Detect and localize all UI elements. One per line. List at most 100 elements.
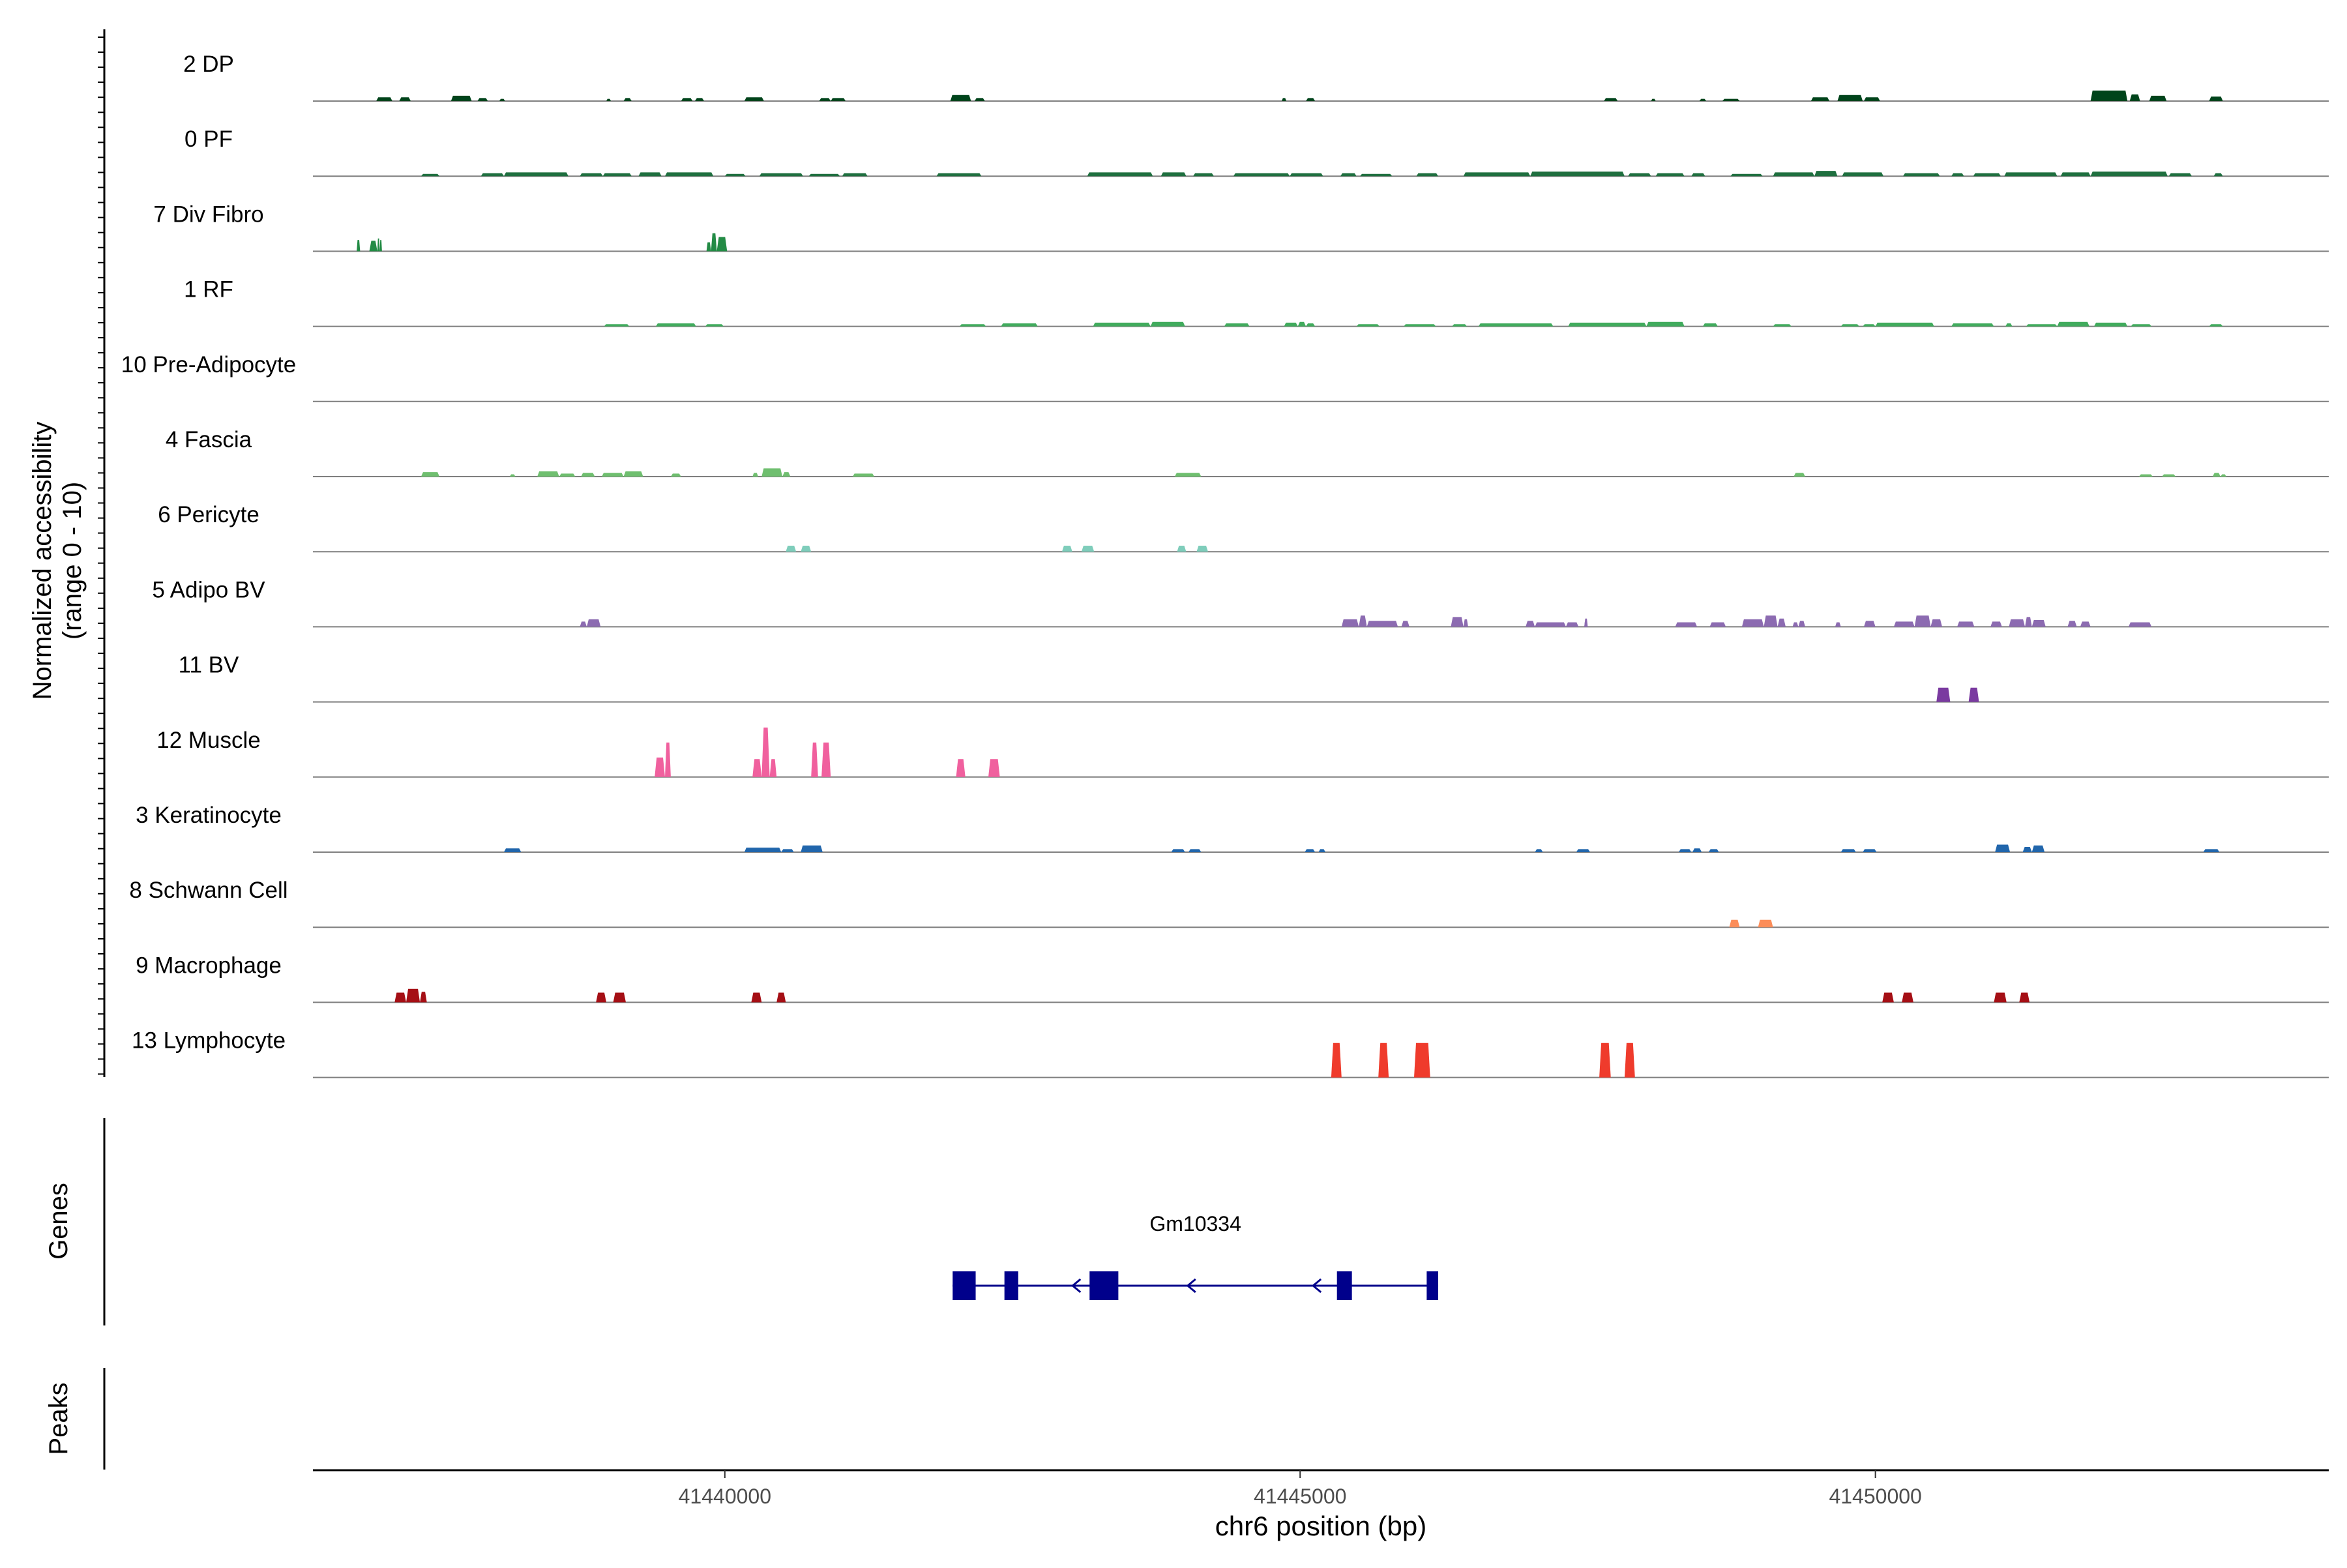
coverage-peak bbox=[1196, 546, 1208, 552]
coverage-peak bbox=[2004, 172, 2058, 177]
coverage-peak bbox=[1188, 849, 1202, 852]
track-label: 6 Pericyte bbox=[158, 502, 259, 527]
coverage-peak bbox=[2057, 321, 2089, 327]
coverage-peak bbox=[2090, 90, 2128, 101]
coverage-peak bbox=[1001, 323, 1038, 327]
tracks-layer: 2 DP 0 PF 7 Div Fibro 1 RF 10 Pre-Adipocyte 4… bbox=[121, 52, 2329, 1078]
track-8-schwann-cell: 8 Schwann Cell bbox=[129, 878, 2329, 928]
coverage-peak bbox=[2019, 992, 2030, 1003]
coverage-peak bbox=[1792, 622, 1799, 627]
gene-exon bbox=[1336, 1271, 1352, 1300]
coverage-peak bbox=[2005, 323, 2013, 327]
coverage-peak bbox=[852, 473, 875, 477]
coverage-peak bbox=[752, 759, 762, 777]
coverage-peak bbox=[1646, 321, 1685, 327]
coverage-peak bbox=[782, 472, 791, 477]
left-axis bbox=[98, 29, 106, 1077]
coverage-peak bbox=[2022, 847, 2032, 852]
coverage-peak bbox=[1957, 621, 1975, 627]
coverage-peak bbox=[751, 992, 762, 1003]
coverage-peak bbox=[1093, 322, 1151, 327]
coverage-peak bbox=[744, 97, 764, 101]
coverage-peak bbox=[1842, 172, 1883, 177]
track-0-pf: 0 PF bbox=[185, 126, 2329, 177]
track-6-pericyte: 6 Pericyte bbox=[158, 502, 2329, 553]
coverage-peak bbox=[1951, 173, 1964, 177]
coverage-peak bbox=[724, 173, 746, 177]
coverage-peak bbox=[1810, 97, 1830, 101]
coverage-peak bbox=[1840, 849, 1856, 852]
coverage-peak bbox=[421, 472, 440, 477]
coverage-peak bbox=[655, 757, 665, 777]
coverage-peak bbox=[1401, 621, 1410, 627]
track-label: 4 Fascia bbox=[166, 427, 252, 452]
track-label: 11 BV bbox=[179, 653, 239, 678]
coverage-peak bbox=[1356, 324, 1380, 327]
coverage-peak bbox=[2067, 621, 2077, 627]
coverage-peak bbox=[1863, 324, 1876, 327]
coverage-peak bbox=[2149, 95, 2167, 101]
coverage-peak bbox=[1729, 919, 1740, 928]
coverage-peak bbox=[1463, 619, 1468, 627]
track-5-adipo-bv: 5 Adipo BV bbox=[152, 577, 2329, 628]
coverage-peak bbox=[1864, 97, 1880, 101]
coverage-peak bbox=[959, 324, 986, 327]
coverage-peak bbox=[950, 95, 971, 101]
x-tick-label: 41445000 bbox=[1254, 1485, 1346, 1508]
strand-arrow bbox=[1070, 1278, 1082, 1294]
coverage-peak bbox=[808, 173, 840, 177]
coverage-peak bbox=[2025, 617, 2032, 627]
coverage-peak bbox=[504, 848, 522, 852]
coverage-peak bbox=[1930, 619, 1942, 627]
coverage-peak bbox=[581, 473, 595, 477]
x-axis: 41440000 41445000 41450000 bbox=[313, 1469, 2329, 1508]
coverage-peak bbox=[2090, 171, 2168, 177]
y-axis-label-line1: Normalized accessibility bbox=[28, 422, 57, 700]
coverage-peak bbox=[1777, 618, 1786, 627]
coverage-peak bbox=[681, 98, 693, 101]
coverage-peak bbox=[623, 98, 632, 101]
coverage-peak bbox=[1160, 172, 1187, 177]
coverage-peak bbox=[1936, 687, 1951, 702]
coverage-peak bbox=[2168, 173, 2192, 177]
coverage-peak bbox=[1061, 546, 1072, 552]
coverage-peak bbox=[1773, 324, 1792, 327]
coverage-peak bbox=[1535, 849, 1543, 852]
peaks-panel-label: Peaks bbox=[44, 1382, 73, 1455]
coverage-peak bbox=[480, 173, 504, 177]
coverage-peak bbox=[1893, 621, 1915, 627]
track-3-keratinocyte: 3 Keratinocyte bbox=[136, 803, 2329, 853]
coverage-peak bbox=[1990, 621, 2002, 627]
coverage-peak bbox=[2128, 622, 2152, 627]
coverage-peak bbox=[1081, 546, 1095, 552]
coverage-peak bbox=[2138, 474, 2153, 477]
coverage-peak bbox=[801, 845, 823, 852]
coverage-peak bbox=[1318, 849, 1326, 852]
track-label: 9 Macrophage bbox=[136, 953, 282, 978]
coverage-peak bbox=[716, 237, 728, 252]
coverage-peak bbox=[2031, 620, 2046, 627]
coverage-peak bbox=[2212, 473, 2221, 477]
coverage-peak bbox=[1452, 324, 1468, 327]
coverage-peak bbox=[1478, 323, 1554, 327]
gene-layer: Gm10334 bbox=[952, 1212, 1439, 1300]
coverage-peak bbox=[769, 759, 777, 777]
coverage-peak bbox=[694, 98, 704, 101]
coverage-peak bbox=[1341, 619, 1359, 627]
coverage-peak bbox=[1814, 171, 1838, 177]
coverage-peak bbox=[1863, 849, 1877, 852]
coverage-peak bbox=[450, 95, 472, 101]
gene-exon bbox=[952, 1271, 976, 1300]
coverage-peak bbox=[580, 173, 603, 177]
coverage-peak bbox=[1835, 622, 1841, 627]
coverage-peak bbox=[2213, 173, 2223, 177]
coverage-peak bbox=[1306, 323, 1316, 327]
coverage-peak bbox=[1451, 617, 1464, 627]
coverage-peak bbox=[2031, 845, 2045, 852]
track-4-fascia: 4 Fascia bbox=[166, 427, 2329, 477]
x-axis-title: chr6 position (bp) bbox=[1215, 1511, 1427, 1541]
coverage-peak bbox=[1177, 546, 1187, 552]
coverage-peak bbox=[1675, 622, 1698, 627]
track-9-macrophage: 9 Macrophage bbox=[136, 953, 2329, 1003]
coverage-peak bbox=[1366, 621, 1398, 627]
